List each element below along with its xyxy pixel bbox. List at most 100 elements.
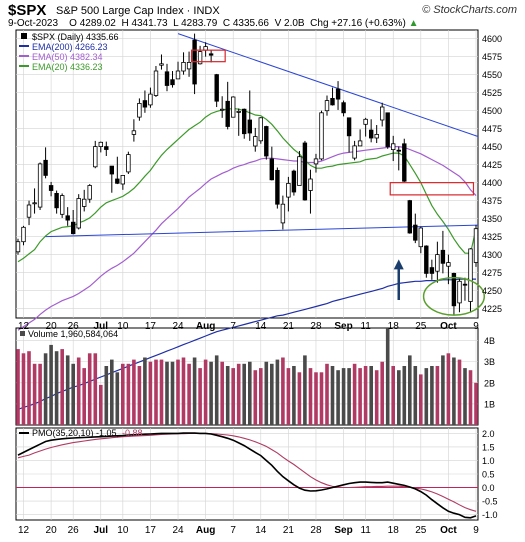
candle (324, 95, 330, 116)
candle (330, 87, 335, 106)
pmo-tick-label: 0.5 (482, 470, 495, 480)
candle (313, 153, 319, 173)
candle-body-up (253, 136, 258, 147)
volume-bars (16, 328, 478, 425)
candle (374, 125, 379, 144)
candle-body-down (65, 215, 70, 221)
price-tick-label: 4425 (482, 160, 502, 170)
price-x-label: 26 (68, 321, 80, 332)
candle-body-down (142, 100, 148, 108)
index-name: S&P 500 Large Cap Index · INDX (56, 5, 220, 17)
candle-body-up (197, 51, 203, 65)
candle-body-down (48, 185, 54, 191)
candle-body-down (302, 142, 308, 201)
volume-bar (16, 349, 20, 425)
candle-body-down (247, 119, 252, 134)
candle-body-up (87, 185, 92, 200)
volume-bar (419, 374, 423, 425)
volume-bar (253, 370, 258, 425)
candle-body-down (368, 129, 374, 139)
candle (60, 193, 65, 218)
candle (352, 140, 357, 161)
candle-body-down (54, 192, 59, 209)
pmo-x-label: 12 (18, 525, 30, 536)
volume-bar (270, 363, 274, 425)
volume-bar (457, 359, 462, 425)
volume-panel-frame (15, 327, 479, 426)
volume-bar (82, 368, 86, 425)
volume-legend-swatch (20, 331, 25, 336)
price-panel-frame (15, 29, 479, 319)
candle (241, 108, 247, 139)
price-tick-label: 4400 (482, 178, 502, 188)
price-tick-label: 4550 (482, 70, 502, 80)
candle (71, 210, 76, 235)
volume-bar (198, 368, 202, 425)
pmo-tick-label: 0.0 (482, 483, 495, 493)
candle-body-up (468, 248, 473, 302)
price-x-label: Oct (440, 321, 457, 332)
pmo-x-label: Oct (440, 525, 457, 536)
volume-tick-label: 2B (484, 378, 495, 388)
candle (181, 52, 186, 75)
volume-bar (441, 355, 445, 425)
candle-body-up (352, 145, 357, 159)
pmo-x-label: 21 (283, 525, 295, 536)
candle (98, 141, 103, 153)
candle-body-up (76, 198, 81, 229)
legend-swatch-box (21, 33, 27, 39)
pmo-line (17, 432, 477, 519)
candle-body-up (26, 204, 32, 218)
pmo-x-label: 24 (172, 525, 184, 536)
arrow-head-icon (393, 259, 404, 270)
pmo-x-label: 10 (117, 525, 129, 536)
volume-bar (275, 359, 280, 425)
price-x-label: Sep (334, 321, 352, 332)
volume-bar (474, 382, 478, 425)
candle-body-down (264, 126, 269, 157)
candle-body-up (473, 228, 479, 263)
candle (164, 63, 170, 92)
candle-body-down (346, 117, 352, 137)
candle (32, 188, 37, 214)
candle (253, 127, 258, 152)
candle-body-down (115, 178, 120, 184)
volume-bar (154, 359, 158, 425)
price-legend-entry: EMA(200) 4266.23 (32, 42, 108, 52)
volume-bar (325, 363, 329, 425)
candle (104, 141, 109, 156)
pmo-x-label: 20 (46, 525, 58, 536)
volume-bar (336, 370, 340, 425)
candle (402, 138, 407, 182)
volume-bar (446, 353, 451, 425)
candle (379, 102, 385, 127)
volume-bar (148, 361, 153, 425)
candle (225, 81, 230, 130)
pmo-lines (17, 432, 477, 519)
candle-body-down (440, 249, 446, 264)
volume-bar (369, 366, 373, 425)
candle (429, 259, 435, 280)
candle-body-up (435, 254, 440, 272)
candle-body-down (330, 98, 335, 106)
volume-bar (452, 357, 456, 425)
pmo-tick-label: 2.0 (482, 429, 495, 439)
candle (131, 119, 137, 142)
candle-body-down (170, 79, 175, 86)
candle-body-down (413, 224, 418, 241)
volume-bar (347, 368, 351, 425)
price-tick-label: 4225 (482, 304, 502, 314)
candle-body-down (109, 165, 114, 175)
candle-body-down (291, 170, 297, 193)
pmo-x-label: Sep (334, 525, 352, 536)
price-x-label: Aug (196, 321, 215, 332)
candle (413, 213, 418, 244)
price-x-label: 10 (117, 321, 129, 332)
candle (473, 225, 479, 267)
quote-date: 9-Oct-2023 (8, 18, 59, 29)
volume-bar (214, 355, 219, 425)
volume-bar (209, 361, 213, 425)
candle-body-up (131, 130, 137, 135)
candle-body-up (120, 174, 125, 185)
price-tick-label: 4525 (482, 88, 502, 98)
